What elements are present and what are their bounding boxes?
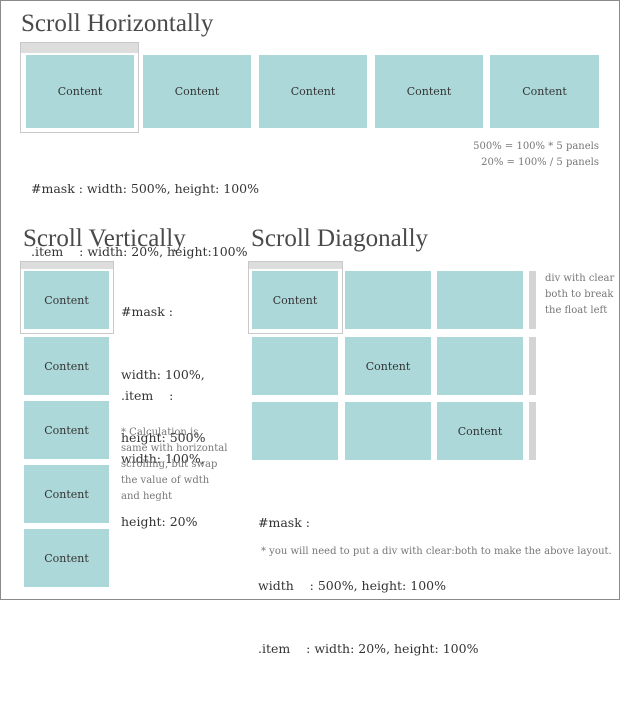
diagonal-viewport-frame xyxy=(248,261,343,334)
diagonal-panel xyxy=(437,271,523,329)
vertical-note-line: scrolling, but swap xyxy=(121,459,218,470)
vertical-panel: Content xyxy=(24,529,109,587)
diagonal-code-line: #mask : xyxy=(258,515,310,530)
diagonal-panel xyxy=(345,402,431,460)
clear-note-line: div with clear xyxy=(545,273,615,284)
vertical-mask-code: #mask : width: 100%, height: 500% xyxy=(121,259,205,490)
horizontal-panel: Content xyxy=(375,55,483,128)
diagonal-panel xyxy=(252,402,338,460)
diagonal-panel xyxy=(252,337,338,395)
vertical-panel: Content xyxy=(24,337,109,395)
vertical-code-line: width: 100%, xyxy=(121,451,205,466)
horizontal-calc-line: 500% = 100% * 5 panels xyxy=(473,141,599,152)
diagonal-panel xyxy=(437,337,523,395)
vertical-code-line: height: 20% xyxy=(121,514,198,529)
diagonal-footnote: * you will need to put a div with clear:… xyxy=(261,546,612,557)
diagonal-panel: Content xyxy=(345,337,431,395)
vertical-item-code: .item : width: 100%, height: 20% xyxy=(121,343,205,574)
vertical-note-line: same with horizontal xyxy=(121,443,228,454)
diagonal-scroll-strip xyxy=(248,261,343,269)
clear-note-line: both to break xyxy=(545,289,614,300)
diagonal-code-line: width : 500%, height: 100% xyxy=(258,578,446,593)
horizontal-code: #mask : width: 500%, height: 100% .item … xyxy=(31,136,259,304)
clear-both-div-bar xyxy=(529,402,536,460)
vertical-panel: Content xyxy=(24,401,109,459)
clear-both-div-bar xyxy=(529,337,536,395)
horizontal-scroll-strip xyxy=(20,42,139,53)
horizontal-calc-line: 20% = 100% / 5 panels xyxy=(481,157,599,168)
vertical-panel: Content xyxy=(24,271,109,329)
horizontal-panel: Content xyxy=(143,55,251,128)
horizontal-code-mask: #mask : width: 500%, height: 100% xyxy=(31,181,260,196)
vertical-code-line: height: 500% xyxy=(121,430,206,445)
diagram-frame: Scroll Horizontally Content Content Cont… xyxy=(0,0,620,656)
vertical-code-line: #mask : xyxy=(121,304,173,319)
heading-scroll-vertically: Scroll Vertically xyxy=(23,225,186,252)
vertical-calc-note: * Calculation is same with horizontal sc… xyxy=(121,425,227,505)
horizontal-viewport-frame xyxy=(20,42,139,133)
clear-both-note: div with clear both to break the float l… xyxy=(545,271,614,319)
vertical-panel: Content xyxy=(24,465,109,523)
diagonal-panel: Content xyxy=(252,271,338,329)
vertical-viewport-frame xyxy=(20,261,114,334)
vertical-scroll-strip xyxy=(20,261,114,269)
diagonal-panel xyxy=(345,271,431,329)
vertical-note-line: * Calculation is xyxy=(121,427,199,438)
diagonal-code: #mask : width : 500%, height: 100% .item… xyxy=(258,470,478,701)
clear-both-div-bar xyxy=(529,271,536,329)
horizontal-calc-note: 500% = 100% * 5 panels 20% = 100% / 5 pa… xyxy=(421,139,599,171)
vertical-code-line: .item : xyxy=(121,388,174,403)
horizontal-code-item: .item : width: 20%, height:100% xyxy=(31,244,248,259)
vertical-code-line: width: 100%, xyxy=(121,367,205,382)
horizontal-panel: Content xyxy=(259,55,367,128)
diagonal-panel: Content xyxy=(437,402,523,460)
heading-scroll-horizontally: Scroll Horizontally xyxy=(21,10,214,37)
diagonal-code-line: .item : width: 20%, height: 100% xyxy=(258,641,479,656)
vertical-note-line: and heght xyxy=(121,491,173,502)
horizontal-panel: Content xyxy=(26,55,134,128)
heading-scroll-diagonally: Scroll Diagonally xyxy=(251,225,429,252)
horizontal-panel: Content xyxy=(490,55,599,128)
vertical-note-line: the value of wdth xyxy=(121,475,210,486)
clear-note-line: the float left xyxy=(545,305,608,316)
